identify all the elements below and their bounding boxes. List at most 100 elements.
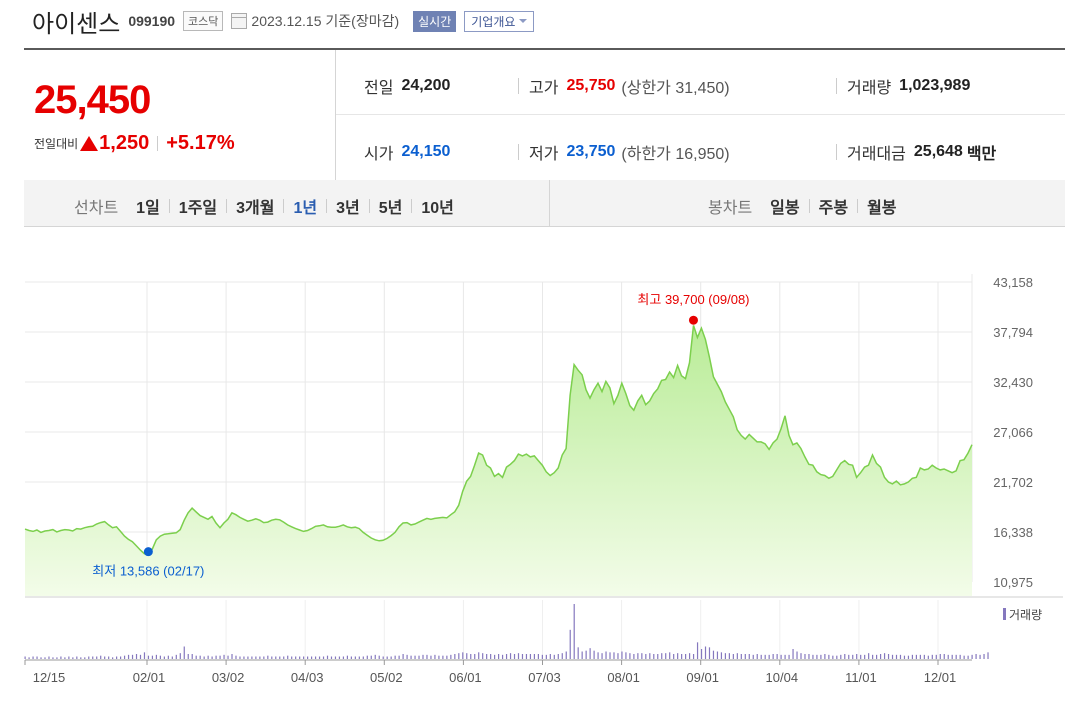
volume-bar bbox=[951, 654, 953, 659]
volume-bar bbox=[179, 653, 181, 659]
tab-5y[interactable]: 5년 bbox=[378, 200, 403, 217]
volume-bar bbox=[283, 656, 285, 659]
volume-bar bbox=[525, 654, 528, 659]
realtime-button[interactable]: 실시간 bbox=[413, 10, 457, 32]
volume-bar bbox=[617, 653, 619, 659]
tab-monthly[interactable]: 월봉 bbox=[867, 200, 897, 217]
volume-bar bbox=[303, 656, 305, 659]
volume-bar bbox=[657, 654, 659, 659]
volume-bar bbox=[641, 653, 643, 659]
volume-bar bbox=[533, 654, 536, 659]
divider bbox=[836, 78, 837, 94]
volume-legend-label: 거래량 bbox=[1009, 608, 1042, 622]
tab-1w[interactable]: 1주일 bbox=[178, 200, 218, 217]
tab-1y[interactable]: 1년 bbox=[293, 200, 318, 217]
volume-bar bbox=[462, 652, 464, 659]
y-tick-label: 37,794 bbox=[993, 325, 1033, 340]
volume-bar bbox=[824, 654, 826, 659]
volume-bar bbox=[501, 654, 504, 659]
volume-bar bbox=[494, 654, 496, 659]
x-tick-label: 10/04 bbox=[766, 670, 799, 685]
volume-bar bbox=[808, 654, 810, 659]
x-tick-label: 05/02 bbox=[370, 670, 403, 685]
volume-bar bbox=[362, 656, 364, 659]
volume-bar bbox=[987, 652, 989, 659]
tab-3y[interactable]: 3년 bbox=[336, 200, 360, 217]
volume-bar bbox=[852, 654, 854, 659]
volume-bar bbox=[605, 651, 607, 659]
calendar-icon bbox=[231, 13, 248, 29]
volume-bar bbox=[732, 654, 734, 659]
open-label: 시가 bbox=[364, 146, 394, 163]
volume-bar bbox=[155, 654, 158, 659]
divider bbox=[283, 199, 285, 213]
volume-bar bbox=[378, 655, 380, 659]
volume-bar bbox=[390, 656, 392, 659]
tab-weekly[interactable]: 주봉 bbox=[818, 200, 849, 217]
x-tick-label: 04/03 bbox=[291, 670, 324, 685]
volume-bar bbox=[104, 656, 106, 659]
volume-bar bbox=[32, 656, 34, 659]
volume-bar bbox=[899, 654, 902, 659]
volume-bar bbox=[123, 655, 126, 659]
volume-bar bbox=[800, 653, 802, 659]
volume-bar bbox=[864, 654, 866, 659]
tab-1d[interactable]: 1일 bbox=[136, 200, 160, 217]
volume-bar bbox=[382, 656, 384, 659]
prev-close-label: 전일 bbox=[364, 80, 394, 97]
volume-bar bbox=[442, 655, 444, 659]
volume-bar bbox=[370, 655, 372, 659]
price-chart: 43,158 37,794 32,430 27,066 21,702 16,338 10,9… bbox=[24, 274, 1063, 685]
company-overview-dropdown[interactable]: 기업개요 bbox=[464, 10, 535, 32]
volume-bar bbox=[621, 651, 623, 659]
volume-bar bbox=[844, 654, 846, 659]
y-tick-label: 27,066 bbox=[993, 425, 1033, 440]
volume-bar bbox=[96, 656, 98, 659]
y-tick-label: 43,158 bbox=[993, 275, 1033, 290]
volume-bar bbox=[402, 654, 404, 659]
volume-bar bbox=[573, 604, 575, 659]
volume-bar bbox=[939, 654, 941, 659]
volume-bar bbox=[354, 656, 356, 659]
volume-bar bbox=[28, 657, 30, 659]
volume-bar bbox=[406, 654, 408, 659]
volume-bar bbox=[633, 654, 635, 659]
volume-bar bbox=[776, 654, 778, 659]
tab-daily[interactable]: 일봉 bbox=[770, 200, 800, 217]
volume-bar bbox=[131, 654, 134, 659]
volume-bar bbox=[911, 654, 914, 659]
volume-bar bbox=[792, 649, 794, 659]
divider bbox=[808, 199, 810, 213]
tab-10y[interactable]: 10년 bbox=[421, 200, 454, 217]
x-tick-label: 07/03 bbox=[528, 670, 561, 685]
low-label: 저가 bbox=[529, 146, 559, 163]
line-chart-title: 선차트 bbox=[74, 200, 119, 217]
volume-bar bbox=[112, 657, 114, 659]
volume-bar bbox=[935, 654, 937, 659]
volume-bar bbox=[784, 654, 786, 659]
y-tick-label: 21,702 bbox=[993, 475, 1033, 490]
volume-bar bbox=[187, 654, 189, 659]
volume-bar bbox=[470, 654, 472, 659]
volume-bar bbox=[60, 656, 62, 659]
volume-bar bbox=[482, 653, 484, 659]
volume-label: 거래량 bbox=[847, 80, 892, 97]
volume-bar bbox=[645, 654, 647, 659]
volume-bar bbox=[72, 657, 74, 659]
volume-bar bbox=[410, 655, 412, 659]
volume-bar bbox=[907, 655, 910, 659]
tab-3m[interactable]: 3개월 bbox=[236, 200, 275, 217]
divider bbox=[168, 199, 170, 213]
volume-bar bbox=[247, 656, 249, 659]
volume-bar bbox=[486, 654, 488, 659]
volume-bar bbox=[195, 655, 197, 659]
volume-bar bbox=[760, 654, 762, 659]
volume-bar bbox=[171, 656, 173, 659]
volume-bar bbox=[983, 654, 985, 659]
price-area bbox=[25, 325, 972, 596]
volume-bar bbox=[366, 655, 368, 659]
company-name: 아이센스 bbox=[32, 10, 121, 38]
volume-bar bbox=[418, 655, 420, 659]
volume-bar bbox=[840, 654, 842, 659]
volume-bar bbox=[56, 657, 58, 659]
